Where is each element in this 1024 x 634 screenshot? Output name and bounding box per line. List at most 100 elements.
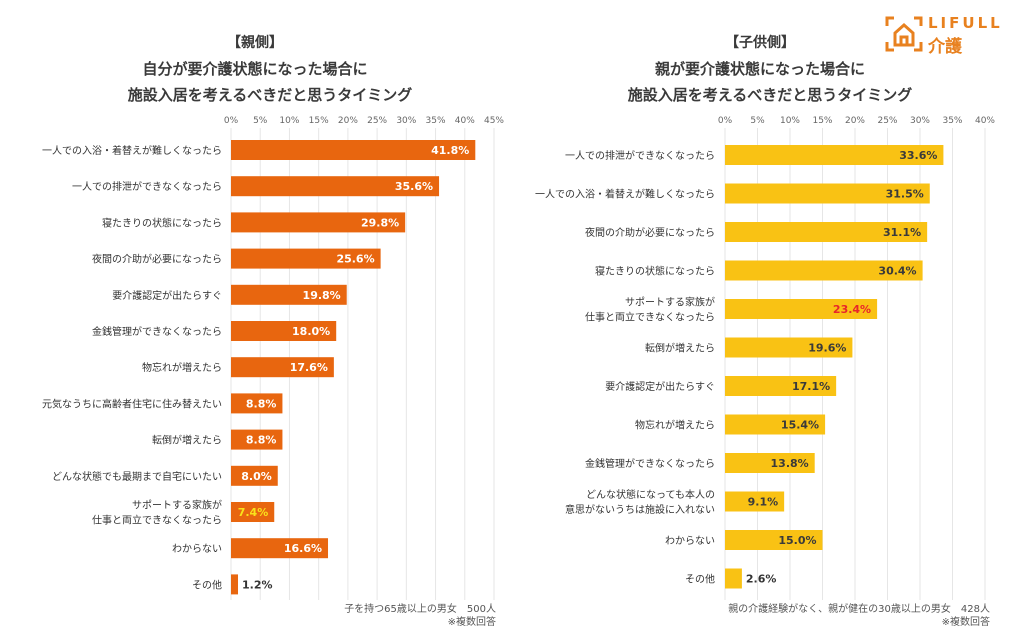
- left-category-label: 寝たきりの状態になったら: [102, 216, 222, 229]
- right-data-label: 31.5%: [886, 188, 924, 201]
- right-tick-label: 25%: [877, 116, 897, 126]
- right-bar: [725, 530, 823, 550]
- left-category-label: どんな状態でも最期まで自宅にいたい: [52, 470, 222, 483]
- left-note-sample: 子を持つ65歳以上の男女 500人: [344, 604, 496, 615]
- left-bar: [231, 393, 283, 414]
- right-bar: [725, 299, 878, 319]
- right-data-label: 9.1%: [748, 496, 779, 509]
- left-bar: [231, 176, 440, 197]
- left-data-label: 29.8%: [361, 216, 399, 229]
- left-category-label: 金銭管理ができなくなったら: [92, 325, 222, 338]
- left-bar: [231, 284, 347, 305]
- left-bar: [231, 465, 278, 486]
- left-bar: [231, 429, 283, 450]
- right-category-label: サポートする家族が: [625, 296, 715, 309]
- right-title-line1: 親が要介護状態になった場合に: [654, 60, 865, 78]
- right-tick-label: 20%: [845, 116, 865, 126]
- right-category-label: 要介護認定が出たらすぐ: [605, 380, 715, 393]
- right-data-label: 31.1%: [883, 226, 921, 239]
- left-tick-label: 0%: [224, 116, 239, 126]
- left-title-line2: 施設入居を考えるべきだと思うタイミング: [127, 86, 413, 104]
- right-bar: [725, 145, 944, 165]
- left-tick-label: 40%: [455, 116, 475, 126]
- left-category-label: 一人での入浴・着替えが難しくなったら: [42, 144, 222, 157]
- left-category-label: 要介護認定が出たらすぐ: [112, 289, 222, 302]
- left-data-label: 19.8%: [303, 289, 341, 302]
- right-note-sample: 親の介護経験がなく、親が健在の30歳以上の男女 428人: [728, 604, 990, 615]
- right-category-label: 転倒が増えたら: [645, 342, 715, 355]
- right-data-label: 2.6%: [746, 573, 777, 586]
- left-data-label: 16.6%: [284, 542, 322, 555]
- right-data-label: 23.4%: [833, 303, 871, 316]
- right-category-label: 仕事と両立できなくなったら: [585, 311, 715, 324]
- right-bar: [725, 453, 815, 473]
- left-data-label: 7.4%: [238, 506, 269, 519]
- right-data-label: 15.4%: [781, 419, 819, 432]
- right-title-tag: 【子供側】: [725, 35, 795, 51]
- left-data-label: 8.8%: [246, 397, 277, 410]
- left-data-label: 18.0%: [292, 325, 330, 338]
- left-category-label: 元気なうちに高齢者住宅に住み替えたい: [42, 397, 222, 410]
- right-data-label: 19.6%: [808, 342, 846, 355]
- right-category-label: 一人での排泄ができなくなったら: [565, 149, 715, 162]
- right-note-multi: ※複数回答: [941, 617, 990, 628]
- right-tick-label: 15%: [812, 116, 832, 126]
- right-data-label: 33.6%: [899, 149, 937, 162]
- left-bar: [231, 321, 337, 341]
- right-bar: [725, 414, 826, 435]
- left-note: 子を持つ65歳以上の男女 500人 ※複数回答: [230, 603, 496, 629]
- left-category-label: 一人での排泄ができなくなったら: [72, 180, 222, 193]
- right-data-label: 15.0%: [778, 534, 816, 547]
- right-category-label: どんな状態になっても本人の: [586, 488, 715, 501]
- left-title-tag: 【親側】: [227, 35, 283, 51]
- right-category-label: 物忘れが増えたら: [635, 419, 715, 432]
- right-tick-label: 40%: [975, 116, 995, 126]
- right-category-label: 夜間の介助が必要になったら: [585, 226, 715, 239]
- right-tick-label: 10%: [780, 116, 800, 126]
- right-category-label: その他: [685, 573, 715, 586]
- left-category-label: 転倒が増えたら: [152, 434, 222, 447]
- left-category-label: その他: [192, 578, 222, 591]
- left-category-label: 仕事と両立できなくなったら: [92, 514, 222, 527]
- left-bar: [231, 574, 239, 595]
- right-bar: [725, 337, 853, 358]
- left-tick-label: 25%: [367, 116, 387, 126]
- left-tick-label: 15%: [309, 116, 329, 126]
- right-category-label: 意思がないうちは施設に入れない: [565, 503, 715, 516]
- right-tick-label: 35%: [942, 116, 962, 126]
- left-bar: [231, 212, 406, 233]
- left-tick-label: 45%: [484, 116, 504, 126]
- logo-subtext: 介護: [928, 37, 962, 57]
- left-category-label: 物忘れが増えたら: [142, 361, 222, 374]
- left-tick-label: 5%: [253, 116, 268, 126]
- left-tick-label: 20%: [338, 116, 358, 126]
- left-data-label: 41.8%: [431, 144, 469, 157]
- left-bar: [231, 248, 381, 269]
- left-data-label: 1.2%: [242, 578, 273, 591]
- right-category-label: 寝たきりの状態になったら: [595, 265, 715, 278]
- right-bar: [725, 568, 742, 589]
- left-bar: [231, 502, 275, 522]
- right-bar: [725, 222, 928, 242]
- right-tick-label: 0%: [718, 116, 733, 126]
- left-category-label: 夜間の介助が必要になったら: [92, 253, 222, 266]
- left-data-label: 8.0%: [241, 470, 272, 483]
- left-bar: [231, 357, 334, 378]
- right-title-line2: 施設入居を考えるべきだと思うタイミング: [627, 86, 913, 104]
- right-category-label: 一人での入浴・着替えが難しくなったら: [535, 188, 715, 201]
- left-tick-label: 10%: [279, 116, 299, 126]
- right-tick-label: 5%: [750, 116, 765, 126]
- right-category-label: わからない: [665, 535, 715, 547]
- left-bar: [231, 538, 329, 559]
- left-tick-label: 30%: [396, 116, 416, 126]
- lifull-logo: LIFULL 介護: [884, 14, 1000, 57]
- house-logo-icon: [885, 16, 923, 52]
- left-data-label: 35.6%: [395, 180, 433, 193]
- left-note-multi: ※複数回答: [447, 617, 496, 628]
- right-note: 親の介護経験がなく、親が健在の30歳以上の男女 428人 ※複数回答: [640, 603, 990, 629]
- logo-text: LIFULL: [928, 14, 1003, 32]
- right-data-label: 17.1%: [792, 380, 830, 393]
- left-category-label: サポートする家族が: [132, 499, 222, 512]
- right-data-label: 13.8%: [771, 457, 809, 470]
